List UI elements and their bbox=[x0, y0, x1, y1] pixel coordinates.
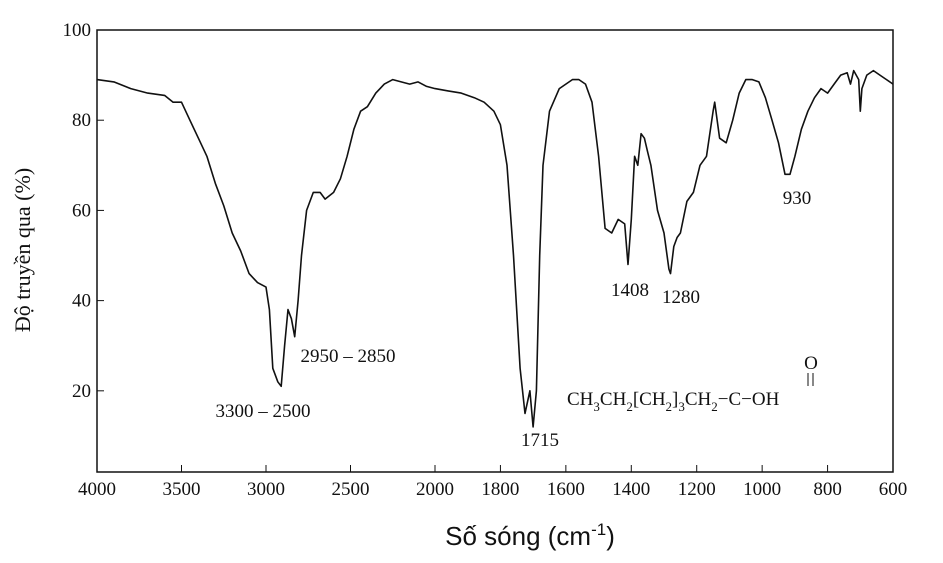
x-tick-label: 3500 bbox=[163, 479, 201, 500]
formula-part: −C−OH bbox=[718, 389, 780, 410]
x-tick-label: 600 bbox=[879, 479, 908, 500]
formula-part: CH bbox=[567, 389, 594, 410]
formula-sub: 3 bbox=[678, 399, 685, 414]
x-axis-label: Số sóng (cm-1) bbox=[445, 520, 615, 551]
formula-part: CH bbox=[600, 389, 627, 410]
y-tick-label: 80 bbox=[72, 110, 91, 131]
annotation: 3300 – 2500 bbox=[216, 401, 311, 422]
annotation: 1715 bbox=[521, 430, 559, 451]
x-tick-label: 800 bbox=[813, 479, 842, 500]
x-tick-label: 2000 bbox=[416, 479, 454, 500]
x-tick-label: 1200 bbox=[678, 479, 716, 500]
x-label-sup: -1 bbox=[591, 520, 606, 539]
formula-sub: 2 bbox=[666, 399, 673, 414]
x-tick-label: 4000 bbox=[78, 479, 116, 500]
formula-part: [CH bbox=[633, 389, 666, 410]
formula-part: CH bbox=[685, 389, 712, 410]
y-tick-label: 40 bbox=[72, 291, 91, 312]
annotation: 1280 bbox=[662, 287, 700, 308]
y-tick-label: 20 bbox=[72, 381, 91, 402]
formula-sub: 2 bbox=[711, 399, 718, 414]
plot-frame bbox=[96, 29, 894, 473]
formula-part: ] bbox=[672, 389, 678, 410]
x-tick-label: 1400 bbox=[612, 479, 650, 500]
y-axis-label: Độ truyền qua (%) bbox=[10, 168, 35, 332]
x-tick-label: 3000 bbox=[247, 479, 285, 500]
x-tick-label: 1800 bbox=[481, 479, 519, 500]
x-label-end: ) bbox=[606, 521, 615, 551]
spectrum-line bbox=[96, 69, 894, 428]
y-tick-label: 60 bbox=[72, 200, 91, 221]
x-tick-label: 2500 bbox=[332, 479, 370, 500]
annotation: 1408 bbox=[611, 280, 649, 301]
x-tick-label: 1600 bbox=[547, 479, 585, 500]
formula: O CH3CH2[CH2]3CH2−C−OH bbox=[567, 353, 818, 414]
annotation: 2950 – 2850 bbox=[301, 346, 396, 367]
formula-sub: 3 bbox=[593, 399, 600, 414]
formula-text: CH3CH2[CH2]3CH2−C−OH bbox=[567, 389, 780, 414]
x-tick-label: 1000 bbox=[743, 479, 781, 500]
formula-sub: 2 bbox=[626, 399, 633, 414]
annotation: 930 bbox=[783, 188, 812, 209]
formula-oxygen: O bbox=[804, 353, 818, 374]
y-tick-label: 100 bbox=[63, 20, 92, 41]
x-label-text: Số sóng (cm bbox=[445, 521, 591, 551]
